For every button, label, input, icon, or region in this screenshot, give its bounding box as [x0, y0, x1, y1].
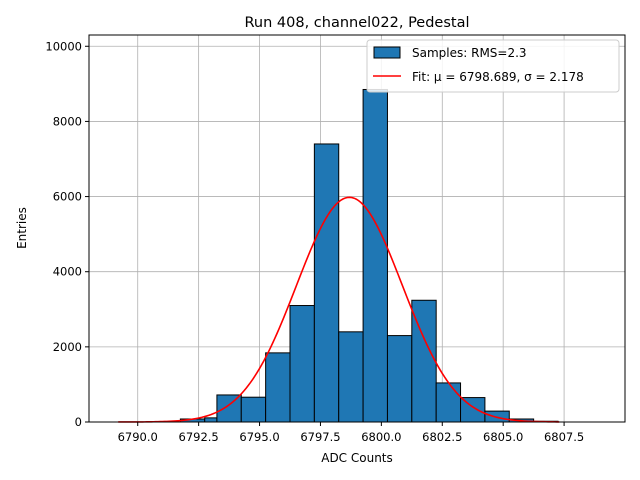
legend-samples-swatch [373, 46, 401, 59]
x-tick-label: 6807.5 [544, 430, 584, 444]
legend-box [366, 39, 620, 93]
y-tick-label: 8000 [53, 114, 82, 128]
x-tick-label: 6795.0 [239, 430, 279, 444]
histogram-bar [411, 299, 437, 423]
x-axis-label: ADC Counts [321, 451, 393, 465]
histogram-bar [386, 335, 413, 423]
x-tick-label: 6792.5 [179, 430, 219, 444]
legend-fit-label: Fit: μ = 6798.689, σ = 2.178 [412, 70, 584, 84]
histogram-bar [313, 143, 340, 423]
histogram-bar [265, 352, 291, 423]
histogram-bar [216, 394, 242, 423]
chart-title: Run 408, channel022, Pedestal [244, 15, 469, 31]
x-tick-label: 6790.0 [118, 430, 158, 444]
x-tick-label: 6800.0 [361, 430, 401, 444]
legend-samples-label: Samples: RMS=2.3 [412, 46, 527, 60]
plot-frame [88, 34, 626, 423]
y-tick-label: 10000 [45, 39, 82, 53]
fit-curve-group [118, 196, 560, 423]
histogram-bar [204, 417, 218, 423]
x-axis-ticks: 6790.0 6792.5 6795.0 6797.5 6800.0 6802.5 6805… [118, 422, 584, 444]
y-axis-ticks: 0 2000 4000 6000 8000 10000 [45, 39, 89, 429]
histogram-bar [338, 331, 364, 423]
histogram-bar [362, 88, 388, 423]
y-tick-label: 0 [75, 415, 82, 429]
legend: Samples: RMS=2.3 Fit: μ = 6798.689, σ = … [366, 39, 620, 93]
fit-curve [118, 196, 560, 423]
x-tick-label: 6805.0 [483, 430, 523, 444]
y-tick-label: 2000 [53, 340, 82, 354]
histogram-bar [240, 396, 267, 423]
x-tick-label: 6802.5 [422, 430, 462, 444]
y-axis-label: Entries [15, 207, 29, 249]
histogram-bar [289, 305, 315, 423]
y-tick-label: 4000 [53, 265, 82, 279]
y-tick-label: 6000 [53, 190, 82, 204]
histogram-bar [435, 382, 462, 423]
x-tick-label: 6797.5 [300, 430, 340, 444]
